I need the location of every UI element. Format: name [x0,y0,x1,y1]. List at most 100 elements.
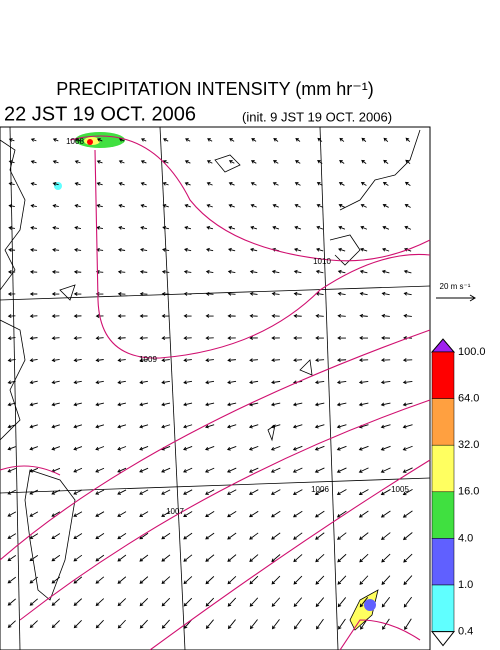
wind-arrow [358,402,369,407]
wind-arrow [271,575,281,585]
wind-arrow [7,489,17,495]
wind-arrow [139,532,149,540]
wind-arrow [402,380,413,385]
wind-arrow [337,532,347,540]
colorbar-label: 4.0 [458,532,473,544]
wind-arrow [96,160,103,164]
wind-arrow [96,138,103,142]
wind-arrow [183,380,193,385]
wind-arrow [358,380,369,385]
wind-arrow [314,510,325,518]
wind-arrow [95,533,105,540]
wind-arrow [272,182,279,186]
wind-arrow [403,269,412,274]
wind-arrow [73,336,82,341]
wind-arrow [117,489,127,495]
wind-arrow [381,313,390,318]
colorbar-label: 1.0 [458,579,473,591]
colorbar-triangle [430,631,456,647]
wind-arrow [358,467,369,473]
wind-arrow [317,160,323,164]
wind-arrow [227,380,237,385]
wind-arrow [403,291,412,296]
wind-arrow [337,291,346,296]
wind-arrow [249,510,259,518]
wind-arrow [293,618,302,630]
wind-arrow [29,336,38,341]
wind-arrow [360,203,367,208]
valid-time: 22 JST 19 OCT. 2006 [4,103,196,125]
wind-arrow [292,489,303,495]
wind-arrow [52,138,59,142]
wind-arrow [248,424,259,429]
wind-arrow [51,446,61,451]
wind-arrow [161,489,171,495]
wind-arrow [228,160,235,164]
wind-arrow [292,510,303,518]
wind-arrow [380,424,391,429]
wind-arrow [30,182,37,186]
wind-arrow [270,402,281,407]
wind-arrow [207,138,213,142]
wind-arrow [183,402,193,407]
wind-arrow [336,467,347,473]
wind-arrow [293,291,302,296]
wind-arrow [29,576,39,584]
wind-arrow [52,225,60,230]
wind-arrow [359,291,368,296]
wind-arrow [205,358,214,363]
wind-arrow [249,554,259,562]
wind-arrow [51,358,60,363]
wind-arrow [183,511,193,517]
wind-vectors [7,137,413,631]
wind-arrow [51,314,60,318]
wind-arrow [403,575,413,586]
wind-arrow [74,247,82,252]
wind-arrow [117,511,127,517]
wind-arrow [205,576,215,585]
wind-arrow [381,336,391,340]
wind-arrow [337,336,346,340]
wind-arrow [51,292,60,296]
wind-arrow [227,291,236,296]
wind-arrow [29,380,38,385]
wind-arrow [293,597,303,608]
wind-arrow [139,511,149,517]
wind-arrow [140,247,148,252]
wind-arrow [73,314,82,318]
wind-arrow [315,575,325,585]
wind-arrow [205,424,215,429]
contour-label: 1007 [166,507,184,516]
wind-arrow [139,598,149,607]
colorbar: 100.0 64.0 32.0 16.0 4.0 1.0 0.4 [430,338,486,647]
wind-arrow [227,532,237,540]
wind-arrow [295,160,301,164]
wind-arrow [118,225,126,230]
wind-arrow [139,336,148,341]
wind-arrow [139,314,148,318]
wind-arrow [403,596,413,608]
wind-arrow [51,489,61,495]
wind-arrow [273,138,279,142]
wind-arrow [7,380,16,385]
wind-arrow [249,575,259,585]
wind-arrow [249,619,258,630]
wind-arrow [337,553,347,563]
wind-arrow [205,489,215,495]
wind-arrow [404,203,411,208]
wind-arrow [271,336,280,340]
wind-arrow [338,203,345,208]
wind-arrow [29,511,39,517]
wind-arrow [316,618,324,630]
wind-arrow [337,597,347,608]
wind-arrow [292,402,303,407]
wind-arrow [361,137,367,142]
wind-arrow [295,137,301,142]
wind-arrow [52,204,59,208]
wind-arrow [140,182,147,186]
wind-arrow [51,402,60,407]
wind-arrow [7,620,16,628]
wind-arrow [249,336,258,340]
wind-arrow [161,269,170,274]
